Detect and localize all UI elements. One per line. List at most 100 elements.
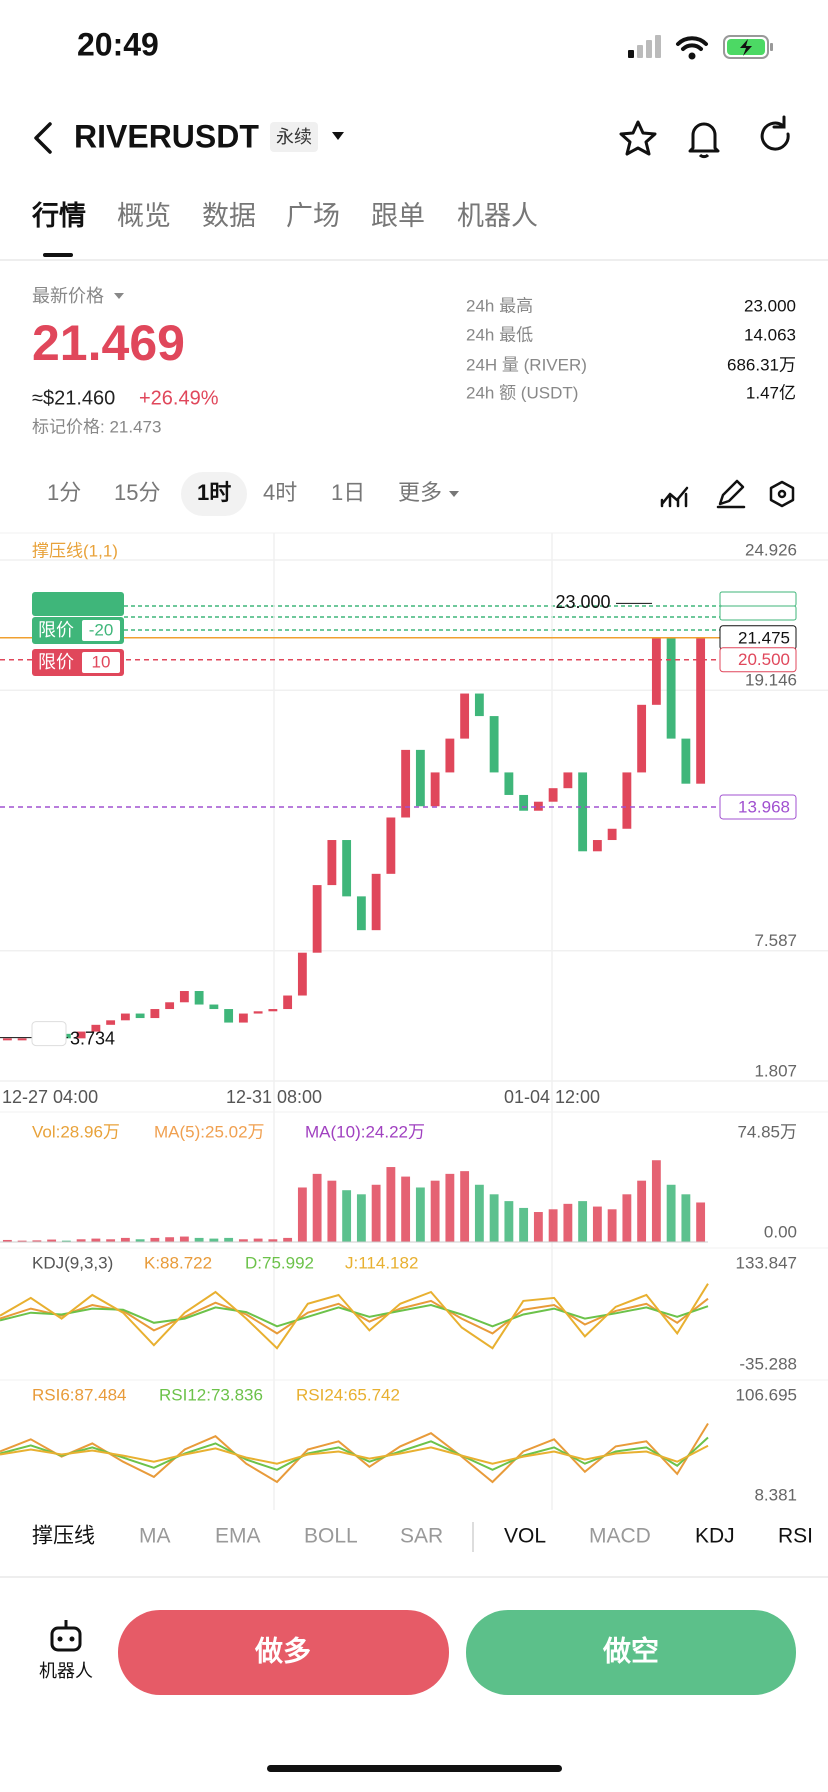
volume-bar (209, 1238, 219, 1242)
rsi-legend: RSI12:73.836 (159, 1385, 263, 1404)
price-dropdown[interactable] (114, 293, 124, 299)
rsi-legend: RSI24:65.742 (296, 1385, 400, 1404)
order-qty-box (82, 652, 120, 673)
indicator-tab[interactable]: KDJ (695, 1525, 735, 1548)
alert-icon[interactable] (688, 122, 720, 159)
timeframe[interactable]: 15分 (114, 480, 160, 505)
volume-bar (106, 1239, 116, 1242)
short-button[interactable] (466, 1610, 796, 1695)
tab[interactable]: 概览 (117, 201, 171, 231)
candle (238, 1013, 248, 1023)
timeframe[interactable]: 1时 (197, 480, 231, 505)
tab[interactable]: 数据 (202, 201, 256, 231)
indicator-tab[interactable]: 撑压线 (32, 1525, 95, 1548)
kdj-legend: D:75.992 (245, 1253, 314, 1272)
indicator-tab[interactable]: SAR (400, 1525, 443, 1548)
candle (401, 749, 411, 818)
candle (2, 1038, 12, 1041)
indicator-tab[interactable]: BOLL (304, 1525, 358, 1548)
tab[interactable]: 机器人 (457, 201, 538, 231)
timeframe[interactable]: 1日 (331, 480, 365, 505)
volume-bar (592, 1206, 602, 1242)
candle (224, 1009, 234, 1023)
tab[interactable]: 跟单 (371, 201, 425, 231)
kdj-title: KDJ(9,3,3) (32, 1253, 113, 1272)
x-label: 12-31 08:00 (226, 1087, 322, 1107)
indicator-tab[interactable]: MACD (589, 1525, 651, 1548)
candle (445, 738, 455, 773)
low-icon (31, 1021, 67, 1047)
indicator-tab[interactable]: RSI (778, 1525, 813, 1548)
candle (327, 840, 337, 886)
candle (666, 637, 676, 739)
volume-bar (696, 1202, 706, 1242)
price-line-box (719, 647, 797, 673)
favorite-icon[interactable] (619, 120, 657, 156)
long-button[interactable] (118, 1610, 449, 1695)
timeframe[interactable]: 1分 (47, 480, 81, 505)
volume-tick: 74.85万 (737, 1122, 797, 1141)
back-button[interactable] (34, 122, 52, 154)
candle (91, 1024, 101, 1032)
volume-bar (238, 1239, 248, 1242)
candle (563, 772, 573, 789)
volume-bar (76, 1239, 86, 1242)
candle (607, 828, 617, 841)
candle (637, 704, 647, 773)
volume-tick: 0.00 (764, 1222, 797, 1241)
rsi-tick: 106.695 (736, 1385, 797, 1404)
timeframe[interactable]: 更多 (398, 480, 442, 505)
volume-bar (327, 1180, 337, 1242)
order-qty: -20 (89, 620, 114, 639)
indicator-tab[interactable]: EMA (215, 1525, 261, 1548)
stat-value: 23.000 (744, 296, 796, 315)
tab[interactable]: 行情 (31, 200, 86, 231)
candle (209, 1004, 219, 1010)
short-label: 做空 (602, 1634, 659, 1666)
indicator-label: 撑压线(1,1) (32, 541, 118, 560)
candle (696, 637, 706, 784)
tag-bg (270, 122, 318, 152)
candle (548, 788, 558, 802)
candle (592, 840, 602, 852)
candle (430, 772, 440, 807)
price-line-label: 20.500 (738, 650, 790, 669)
price-line-label: 13.968 (738, 797, 790, 816)
tab[interactable]: 广场 (286, 201, 340, 231)
candle (135, 1013, 145, 1019)
tab-underline (43, 253, 73, 257)
price-tick-label: 24.926 (745, 540, 797, 559)
candle (681, 738, 691, 784)
volume-bar (342, 1190, 352, 1242)
dropdown-arrow[interactable] (332, 132, 344, 140)
stat-value: 1.47亿 (746, 383, 796, 402)
share-icon[interactable] (760, 115, 790, 151)
candle (194, 991, 204, 1005)
volume-bar (622, 1194, 632, 1242)
price-change: +26.49% (139, 387, 219, 409)
candle (268, 1009, 278, 1012)
usd-price: ≈$21.460 (32, 387, 115, 409)
indicator-tab[interactable]: MA (139, 1525, 171, 1548)
kdj-line (0, 1283, 709, 1350)
status-time: 20:49 (77, 26, 159, 62)
candle (297, 952, 307, 996)
volume-bar (371, 1184, 381, 1242)
long-label: 做多 (254, 1635, 311, 1666)
indicator-tab[interactable]: VOL (504, 1525, 546, 1548)
volume-label: MA(5):25.02万 (154, 1122, 265, 1141)
volume-bar (533, 1212, 543, 1242)
stat-value: 14.063 (744, 325, 796, 344)
timeframe-pill (181, 472, 247, 516)
volume-bar (681, 1194, 691, 1242)
volume-bar (430, 1180, 440, 1242)
order-lines (124, 605, 720, 631)
volume-bar (47, 1239, 57, 1242)
chart-tools[interactable] (660, 479, 795, 509)
candle (622, 772, 632, 829)
hidden-order-boxes (32, 591, 797, 621)
more-dropdown[interactable] (449, 491, 459, 497)
robot-icon[interactable] (50, 1620, 82, 1652)
timeframe[interactable]: 4时 (263, 480, 297, 505)
